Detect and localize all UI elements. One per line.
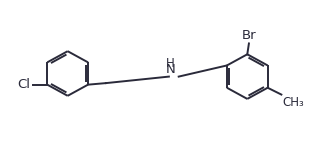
Text: Br: Br	[242, 29, 256, 42]
Text: Cl: Cl	[18, 78, 31, 91]
Text: N: N	[166, 63, 175, 76]
Text: CH₃: CH₃	[283, 96, 304, 109]
Text: H: H	[166, 57, 175, 70]
